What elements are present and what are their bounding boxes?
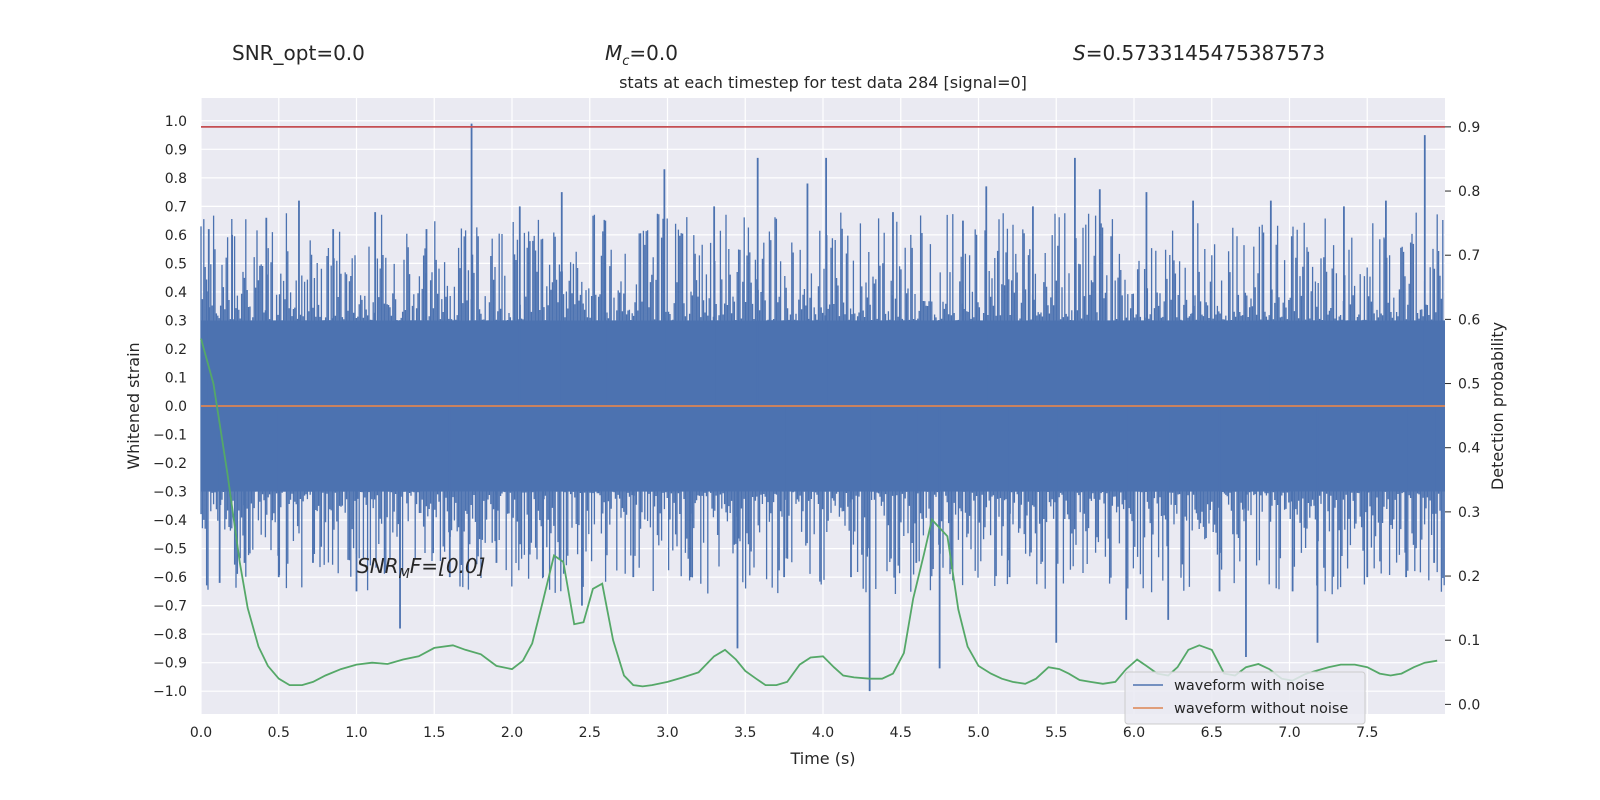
x-tick-11: 5.5 [1045,725,1067,741]
statistic-value: =0.5733145475387573 [1086,41,1325,65]
statistic-header: S=0.5733145475387573 [1073,41,1325,65]
y2-tick-7: 0.2 [1458,569,1480,585]
y-tick-20: −1.0 [153,684,187,700]
x-tick-13: 6.5 [1201,725,1223,741]
x-tick-10: 5.0 [967,725,989,741]
x-tick-6: 3.0 [656,725,678,741]
legend-label-noise: waveform with noise [1174,678,1325,694]
y-tick-12: −0.2 [153,456,187,472]
y2-tick-5: 0.4 [1458,441,1480,457]
y2-axis-label: Detection probability [1488,322,1507,490]
y2-tick-1: 0.8 [1458,184,1480,200]
y2-tick-0: 0.9 [1458,120,1480,136]
y2-tick-6: 0.3 [1458,505,1480,521]
y-tick-15: −0.5 [153,542,187,558]
y2-tick-3: 0.6 [1458,312,1480,328]
y-tick-11: −0.1 [153,428,187,444]
snr-opt-header: SNR_opt=0.0 [232,41,365,65]
x-tick-0: 0.0 [190,725,212,741]
y-tick-18: −0.8 [153,627,187,643]
y-tick-10: 0.0 [165,399,187,415]
y-tick-5: 0.5 [165,256,187,272]
chirp-mass-value: =0.0 [629,41,678,65]
y-axis-ticks: 1.0 0.9 0.8 0.7 0.6 0.5 0.4 0.3 0.2 0.1 0.0 −0.1 −0.… [153,114,187,700]
y2-tick-9: 0.0 [1458,697,1480,713]
y-tick-6: 0.4 [165,285,187,301]
y-tick-7: 0.3 [165,313,187,329]
x-tick-2: 1.0 [345,725,367,741]
chirp-mass-symbol: M [605,41,622,65]
y2-tick-8: 0.1 [1458,633,1480,649]
x-tick-8: 4.0 [812,725,834,741]
snr-mf-value: F=[0.0] [410,554,486,578]
x-tick-12: 6.0 [1123,725,1145,741]
snr-mf-subscript: M [399,567,410,582]
x-tick-5: 2.5 [579,725,601,741]
y2-axis-ticks: 0.9 0.8 0.7 0.6 0.5 0.4 0.3 0.2 0.1 0.0 [1445,120,1480,713]
chirp-mass-header: Mc=0.0 [605,41,678,69]
y2-tick-2: 0.7 [1458,248,1480,264]
x-tick-3: 1.5 [423,725,445,741]
y-tick-0: 1.0 [165,114,187,130]
y-tick-9: 0.1 [165,370,187,386]
y-tick-19: −0.9 [153,656,187,672]
y-tick-16: −0.6 [153,570,187,586]
x-tick-14: 7.0 [1278,725,1300,741]
chirp-mass-subscript: c [622,54,629,69]
y-tick-17: −0.7 [153,599,187,615]
y-tick-3: 0.7 [165,199,187,215]
x-tick-9: 4.5 [890,725,912,741]
chart-title: stats at each timestep for test data 284… [619,73,1027,92]
y-tick-14: −0.4 [153,513,187,529]
x-tick-15: 7.5 [1356,725,1378,741]
x-tick-1: 0.5 [268,725,290,741]
y-tick-1: 0.9 [165,142,187,158]
snr-mf-annotation: SNRMF=[0.0] [357,554,485,582]
x-axis-ticks: 0.0 0.5 1.0 1.5 2.0 2.5 3.0 3.5 4.0 4.5 5.0 5.5 6.0 6… [190,725,1379,741]
legend-box [1124,671,1366,725]
y-tick-13: −0.3 [153,485,187,501]
x-tick-4: 2.0 [501,725,523,741]
y-tick-4: 0.6 [165,228,187,244]
y-tick-8: 0.2 [165,342,187,358]
y2-tick-4: 0.5 [1458,377,1480,393]
snr-mf-symbol: SNR [357,554,399,578]
legend: waveform with noise waveform without noi… [1124,671,1366,725]
y-axis-label: Whitened strain [124,342,143,469]
x-tick-7: 3.5 [734,725,756,741]
y-tick-2: 0.8 [165,171,187,187]
x-axis-label: Time (s) [789,749,855,768]
legend-label-clean: waveform without noise [1174,701,1348,717]
statistic-symbol: S [1073,41,1086,65]
